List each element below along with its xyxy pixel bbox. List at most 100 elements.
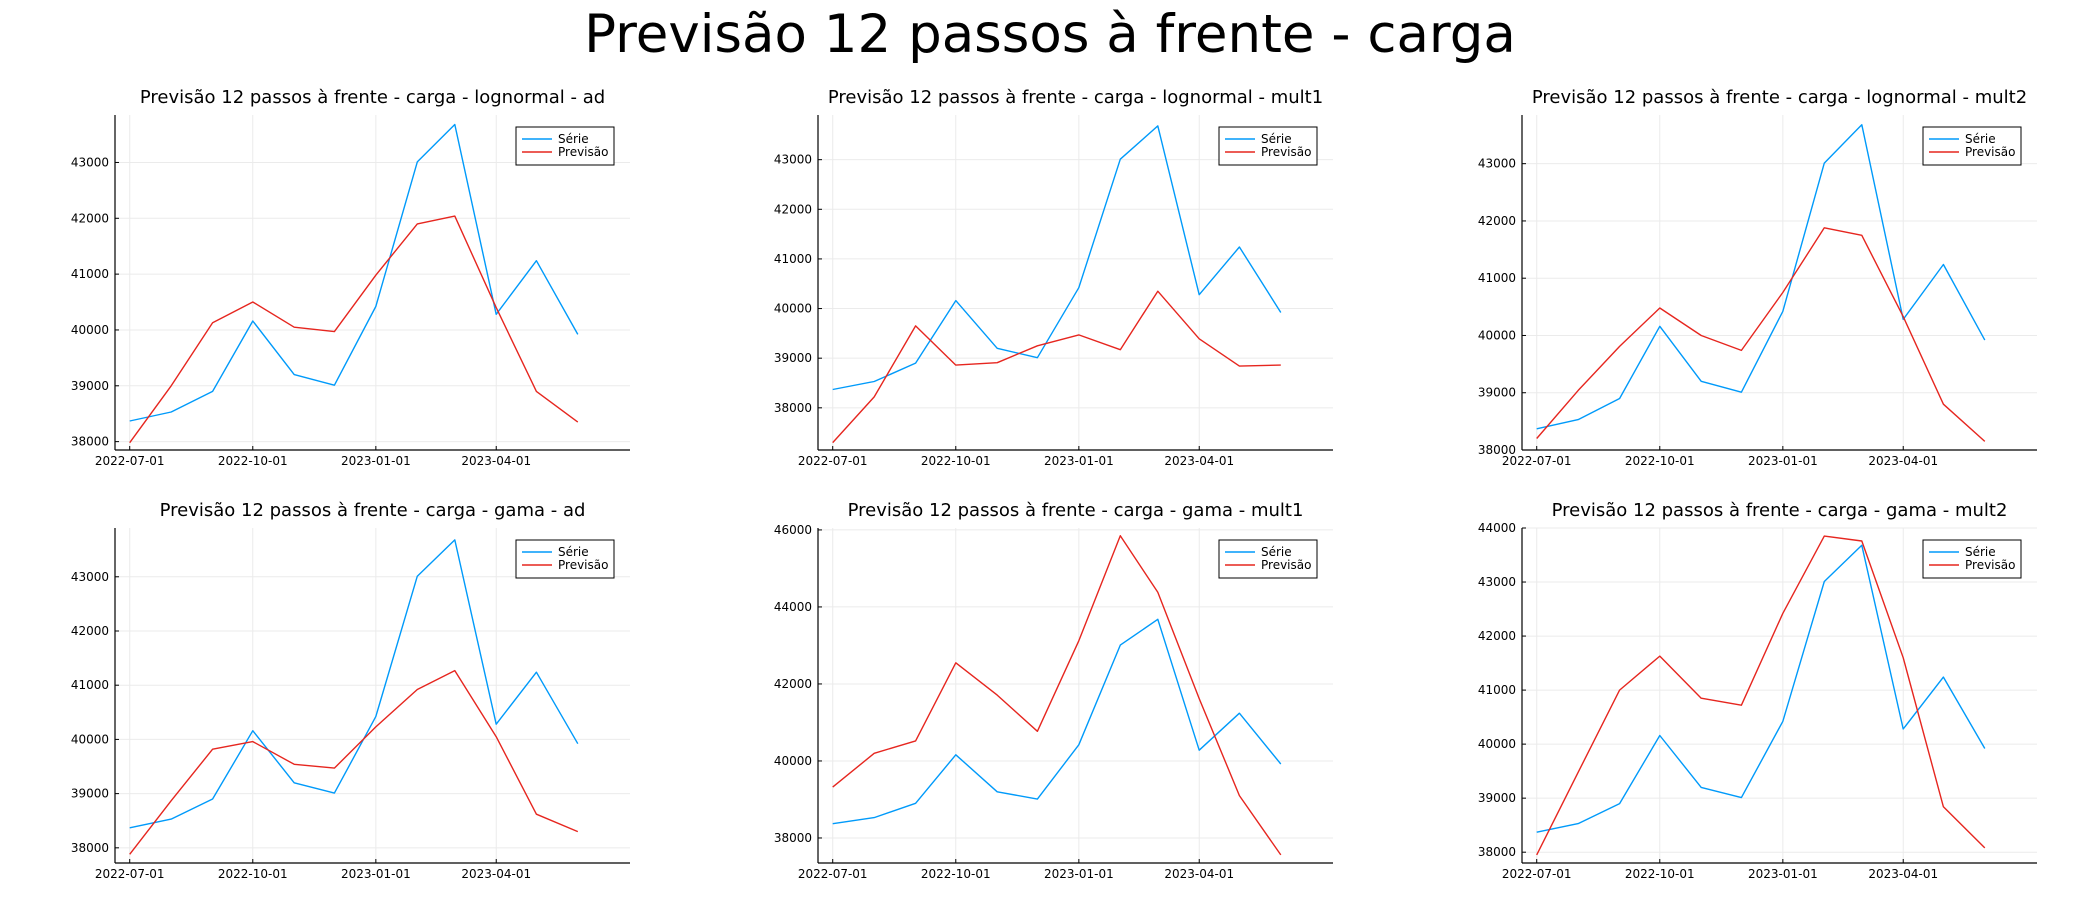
y-tick-label: 46000 (774, 523, 812, 537)
y-tick-label: 43000 (774, 153, 812, 167)
legend-label: Previsão (558, 558, 608, 572)
legend-box (515, 126, 615, 166)
series-line-previsao (1536, 535, 1986, 856)
subplot-6: Previsão 12 passos à frente - carga - ga… (1412, 483, 2049, 893)
y-tick-label: 39000 (1478, 791, 1516, 805)
series-line-serie (129, 539, 579, 829)
y-tick-label: 40000 (1478, 737, 1516, 751)
subplot-title: Previsão 12 passos à frente - carga - ga… (1552, 500, 2008, 521)
series-line-previsao (129, 215, 579, 444)
legend-box (1218, 539, 1318, 579)
x-tick-label: 2023-04-01 (1164, 867, 1234, 881)
subplot-3: Previsão 12 passos à frente - carga - lo… (1412, 70, 2049, 480)
x-tick-label: 2022-10-01 (1625, 867, 1695, 881)
x-tick-label: 2023-04-01 (461, 867, 531, 881)
y-tick-label: 40000 (774, 754, 812, 768)
y-tick-label: 40000 (1478, 328, 1516, 342)
y-tick-label: 44000 (774, 600, 812, 614)
x-tick-label: 2022-07-01 (1502, 867, 1572, 881)
legend-label: Previsão (1261, 145, 1311, 159)
subplot-svg: Previsão 12 passos à frente - carga - ga… (1478, 500, 2037, 881)
y-tick-label: 38000 (1478, 443, 1516, 457)
subplot-title: Previsão 12 passos à frente - carga - lo… (1532, 87, 2027, 108)
subplot-svg: Previsão 12 passos à frente - carga - lo… (774, 87, 1333, 468)
figure-title: Previsão 12 passos à frente - carga (584, 4, 1516, 65)
x-tick-label: 2023-01-01 (341, 454, 411, 468)
x-tick-label: 2022-07-01 (798, 454, 868, 468)
y-tick-label: 40000 (774, 302, 812, 316)
x-tick-label: 2022-07-01 (1502, 454, 1572, 468)
legend-label: Previsão (1965, 145, 2015, 159)
series-line-previsao (129, 669, 579, 855)
x-tick-label: 2023-01-01 (341, 867, 411, 881)
series-line-serie (129, 123, 579, 422)
series-line-serie (832, 618, 1282, 825)
subplot-title: Previsão 12 passos à frente - carga - lo… (140, 87, 605, 108)
subplot-title: Previsão 12 passos à frente - carga - ga… (160, 500, 586, 521)
x-tick-label: 2023-01-01 (1748, 454, 1818, 468)
legend-box (1922, 126, 2022, 166)
y-tick-label: 39000 (1478, 386, 1516, 400)
x-tick-label: 2023-04-01 (1868, 867, 1938, 881)
legend-label: Previsão (1261, 558, 1311, 572)
legend-label: Série (1965, 132, 1996, 146)
y-tick-label: 39000 (71, 379, 109, 393)
y-tick-label: 43000 (1478, 575, 1516, 589)
x-tick-label: 2023-04-01 (1868, 454, 1938, 468)
y-tick-label: 41000 (774, 252, 812, 266)
y-tick-label: 42000 (71, 624, 109, 638)
series-line-previsao (1536, 227, 1986, 442)
subplot-1: Previsão 12 passos à frente - carga - lo… (5, 70, 642, 480)
x-tick-label: 2022-10-01 (1625, 454, 1695, 468)
legend-box (1218, 126, 1318, 166)
y-tick-label: 40000 (71, 732, 109, 746)
y-tick-label: 38000 (1478, 845, 1516, 859)
legend-label: Série (558, 132, 589, 146)
legend-label: Série (1261, 545, 1292, 559)
y-tick-label: 41000 (71, 267, 109, 281)
subplot-svg: Previsão 12 passos à frente - carga - lo… (1478, 87, 2037, 468)
subplot-title: Previsão 12 passos à frente - carga - ga… (848, 500, 1304, 521)
legend-label: Série (558, 545, 589, 559)
x-tick-label: 2022-07-01 (95, 867, 165, 881)
y-tick-label: 42000 (1478, 629, 1516, 643)
y-tick-label: 42000 (774, 677, 812, 691)
y-tick-label: 41000 (71, 678, 109, 692)
legend-label: Série (1965, 545, 1996, 559)
subplot-2: Previsão 12 passos à frente - carga - lo… (708, 70, 1345, 480)
legend-box (1922, 539, 2022, 579)
x-tick-label: 2023-01-01 (1044, 867, 1114, 881)
subplot-svg: Previsão 12 passos à frente - carga - lo… (71, 87, 630, 468)
y-tick-label: 42000 (1478, 214, 1516, 228)
x-tick-label: 2022-07-01 (95, 454, 165, 468)
y-tick-label: 40000 (71, 323, 109, 337)
x-tick-label: 2022-10-01 (218, 454, 288, 468)
x-tick-label: 2022-10-01 (921, 454, 991, 468)
x-tick-label: 2022-10-01 (921, 867, 991, 881)
y-tick-label: 43000 (71, 155, 109, 169)
y-tick-label: 41000 (1478, 271, 1516, 285)
series-line-serie (1536, 544, 1986, 833)
subplot-svg: Previsão 12 passos à frente - carga - ga… (774, 500, 1333, 881)
series-line-serie (1536, 124, 1986, 430)
series-line-serie (832, 125, 1282, 391)
y-tick-label: 42000 (774, 202, 812, 216)
y-tick-label: 38000 (71, 435, 109, 449)
y-tick-label: 38000 (71, 841, 109, 855)
y-tick-label: 41000 (1478, 683, 1516, 697)
y-tick-label: 39000 (774, 351, 812, 365)
y-tick-label: 42000 (71, 211, 109, 225)
legend-box (515, 539, 615, 579)
series-line-previsao (832, 535, 1282, 856)
subplot-title: Previsão 12 passos à frente - carga - lo… (828, 87, 1323, 108)
y-tick-label: 38000 (774, 831, 812, 845)
x-tick-label: 2023-01-01 (1044, 454, 1114, 468)
y-tick-label: 44000 (1478, 521, 1516, 535)
y-tick-label: 38000 (774, 401, 812, 415)
y-tick-label: 39000 (71, 787, 109, 801)
